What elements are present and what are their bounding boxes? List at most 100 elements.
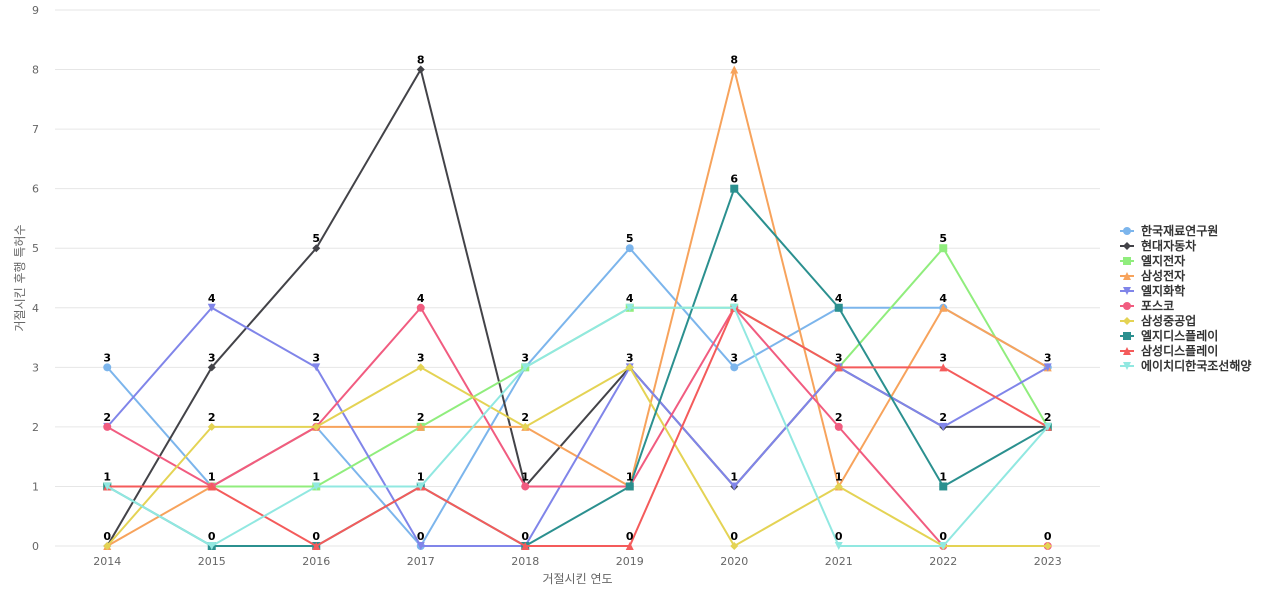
legend-marker bbox=[1123, 257, 1131, 265]
data-label: 3 bbox=[417, 351, 425, 364]
data-label: 0 bbox=[626, 530, 634, 543]
y-tick-label: 3 bbox=[32, 361, 39, 374]
legend-item: 엘지화학 bbox=[1120, 283, 1185, 298]
x-tick-label: 2014 bbox=[93, 555, 121, 568]
data-point bbox=[625, 542, 634, 550]
data-point bbox=[625, 303, 634, 312]
data-label: 8 bbox=[730, 54, 738, 67]
legend-item: 포스코 bbox=[1120, 299, 1174, 313]
data-point bbox=[939, 422, 948, 431]
legend-marker bbox=[1123, 362, 1131, 370]
data-label: 2 bbox=[103, 411, 111, 424]
y-tick-label: 0 bbox=[32, 540, 39, 553]
data-label: 0 bbox=[1044, 530, 1052, 543]
legend: 한국재료연구원현대자동차엘지전자삼성전자엘지화학포스코삼성중공업엘지디스플레이삼… bbox=[1120, 223, 1251, 373]
data-point bbox=[834, 482, 843, 491]
data-point bbox=[416, 482, 425, 491]
data-label: 3 bbox=[521, 351, 529, 364]
legend-marker bbox=[1123, 242, 1131, 250]
data-point bbox=[312, 363, 321, 372]
legend-marker bbox=[1123, 227, 1131, 235]
data-label: 0 bbox=[208, 530, 216, 543]
data-point bbox=[730, 363, 739, 372]
y-tick-label: 9 bbox=[32, 4, 39, 17]
data-point bbox=[521, 363, 530, 372]
data-label: 1 bbox=[939, 470, 947, 483]
legend-item: 삼성중공업 bbox=[1120, 313, 1196, 328]
legend-label: 삼성전자 bbox=[1141, 268, 1185, 283]
legend-marker bbox=[1123, 317, 1131, 325]
data-label: 3 bbox=[1044, 351, 1052, 364]
data-label: 4 bbox=[626, 292, 634, 305]
data-point bbox=[834, 363, 843, 372]
data-point bbox=[207, 542, 216, 550]
data-point bbox=[834, 303, 843, 312]
data-point bbox=[312, 422, 321, 431]
data-label: 3 bbox=[312, 351, 320, 364]
x-tick-label: 2015 bbox=[198, 555, 226, 568]
data-point bbox=[416, 542, 425, 550]
data-point bbox=[207, 303, 216, 312]
legend-item: 삼성전자 bbox=[1120, 268, 1185, 283]
x-tick-label: 2020 bbox=[720, 555, 748, 568]
data-label: 4 bbox=[939, 292, 947, 305]
data-label: 2 bbox=[939, 411, 947, 424]
data-point bbox=[207, 363, 216, 372]
x-tick-label: 2019 bbox=[616, 555, 644, 568]
data-point bbox=[521, 422, 530, 431]
data-label: 1 bbox=[312, 470, 320, 483]
data-label: 2 bbox=[835, 411, 843, 424]
data-label: 1 bbox=[626, 470, 634, 483]
data-point bbox=[416, 65, 425, 74]
series-line bbox=[106, 306, 1049, 547]
data-label: 3 bbox=[730, 351, 738, 364]
data-point bbox=[730, 303, 739, 312]
y-tick-label: 1 bbox=[32, 480, 39, 493]
data-label: 3 bbox=[103, 351, 111, 364]
data-label: 5 bbox=[312, 232, 320, 245]
legend-item: 엘지디스플레이 bbox=[1120, 328, 1218, 343]
legend-label: 삼성디스플레이 bbox=[1141, 343, 1218, 358]
legend-item: 현대자동차 bbox=[1120, 238, 1196, 253]
y-tick-label: 8 bbox=[32, 64, 39, 77]
data-label: 2 bbox=[417, 411, 425, 424]
data-label: 2 bbox=[208, 411, 216, 424]
data-label: 0 bbox=[730, 530, 738, 543]
data-point bbox=[625, 244, 634, 253]
legend-label: 엘지디스플레이 bbox=[1141, 328, 1218, 343]
data-label: 2 bbox=[521, 411, 529, 424]
data-point bbox=[939, 542, 948, 550]
data-point bbox=[939, 244, 948, 253]
data-point bbox=[416, 303, 425, 312]
data-label: 1 bbox=[835, 470, 843, 483]
data-point bbox=[103, 482, 112, 491]
data-label: 4 bbox=[730, 292, 738, 305]
data-label: 4 bbox=[208, 292, 216, 305]
data-label: 1 bbox=[521, 470, 529, 483]
data-point bbox=[834, 422, 843, 431]
data-point bbox=[1043, 542, 1052, 550]
data-point bbox=[521, 482, 530, 491]
data-point bbox=[103, 363, 112, 372]
data-label: 1 bbox=[208, 470, 216, 483]
data-point bbox=[730, 542, 739, 550]
data-point bbox=[625, 482, 634, 491]
series-line bbox=[106, 187, 1049, 547]
legend-label: 엘지화학 bbox=[1141, 283, 1185, 298]
data-label: 5 bbox=[939, 232, 947, 245]
data-label: 6 bbox=[730, 173, 738, 186]
data-point bbox=[730, 65, 739, 74]
data-point bbox=[312, 482, 321, 491]
data-point bbox=[730, 482, 739, 491]
data-label: 2 bbox=[1044, 411, 1052, 424]
legend-marker bbox=[1123, 302, 1131, 310]
data-label: 4 bbox=[835, 292, 843, 305]
series-lines bbox=[103, 65, 1052, 550]
data-point bbox=[1043, 363, 1052, 372]
data-point bbox=[312, 244, 321, 253]
legend-marker bbox=[1123, 332, 1131, 340]
y-tick-label: 5 bbox=[32, 242, 39, 255]
data-label: 1 bbox=[730, 470, 738, 483]
